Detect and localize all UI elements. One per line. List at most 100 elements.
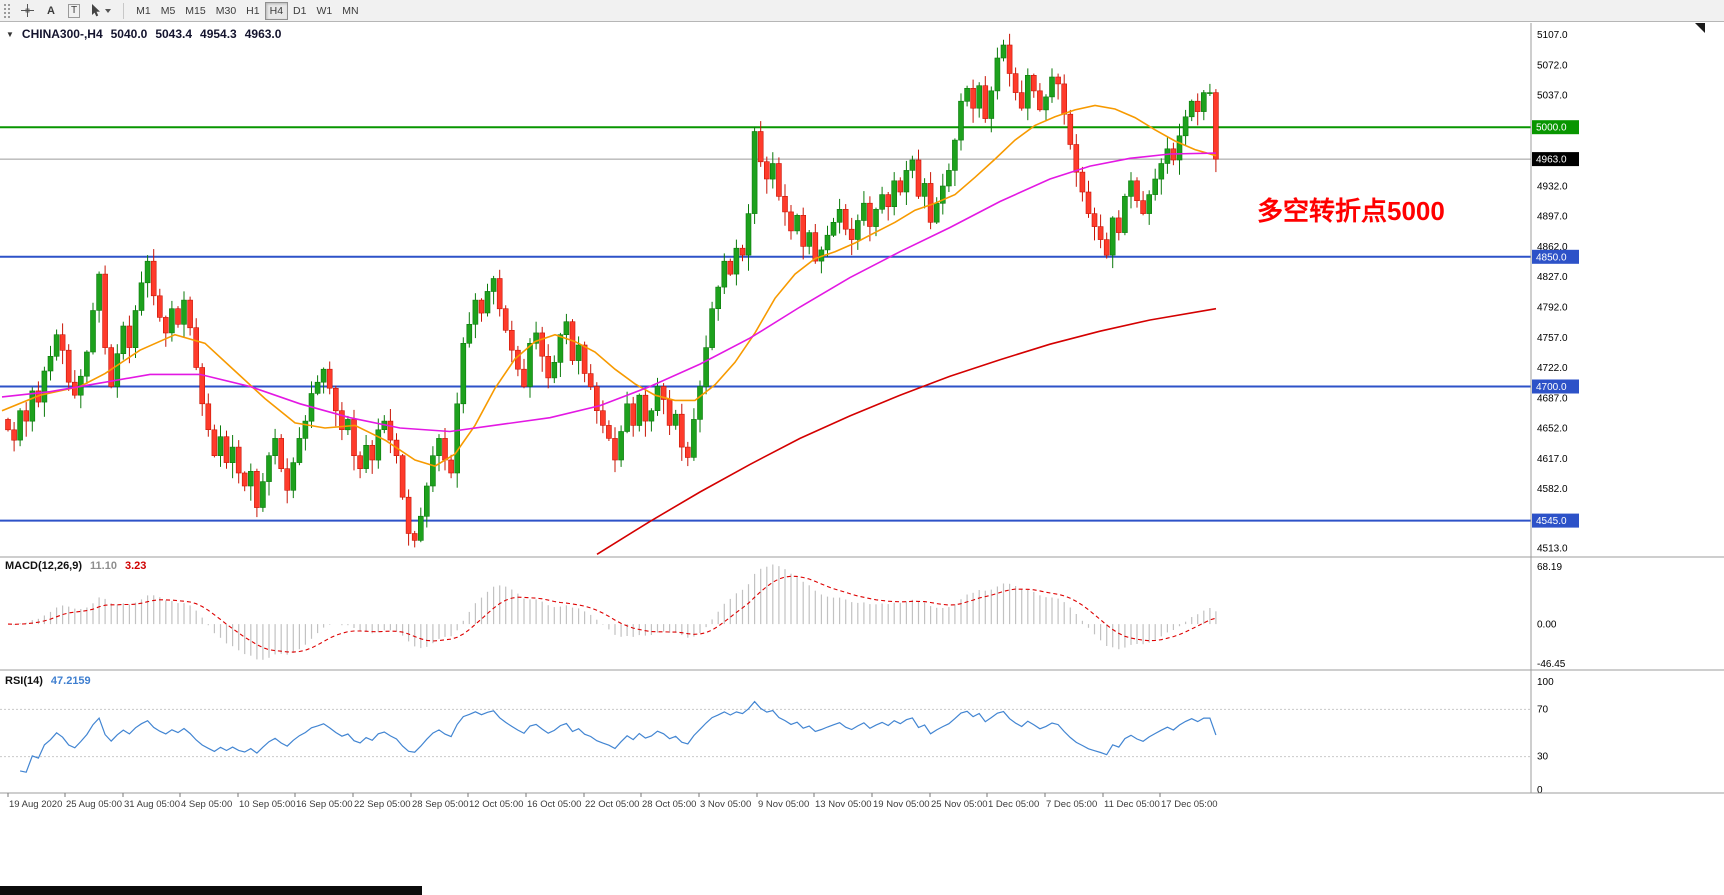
timeframe-button-m5[interactable]: M5 bbox=[156, 2, 181, 20]
text-t-label: T bbox=[68, 3, 81, 18]
time-label: 9 Nov 05:00 bbox=[758, 799, 809, 810]
price-label: 4582.0 bbox=[1537, 484, 1568, 495]
price-label: 4792.0 bbox=[1537, 303, 1568, 314]
chevron-down-icon bbox=[105, 8, 112, 13]
time-label: 28 Oct 05:00 bbox=[642, 799, 696, 810]
time-axis: 19 Aug 2020 25 Aug 05:00 31 Aug 05:00 4 Sep… bbox=[7, 793, 1218, 810]
price-label: 4513.0 bbox=[1537, 544, 1568, 555]
rsi-name: RSI(14) bbox=[5, 675, 43, 687]
timeframe-button-d1[interactable]: D1 bbox=[288, 2, 311, 20]
scroll-to-end-marker[interactable] bbox=[1695, 23, 1705, 33]
timeframe-button-mn[interactable]: MN bbox=[337, 2, 363, 20]
macd-axis-label: 68.19 bbox=[1537, 562, 1562, 573]
price-badge-label: 4545.0 bbox=[1536, 516, 1567, 527]
macd-name: MACD(12,26,9) bbox=[5, 560, 83, 572]
price-label: 4722.0 bbox=[1537, 363, 1568, 374]
chart-annotation[interactable]: 多空转折点5000 bbox=[1257, 196, 1445, 226]
rsi-axis-label: 30 bbox=[1537, 752, 1549, 763]
price-label: 4827.0 bbox=[1537, 272, 1568, 283]
price-badge-label: 4963.0 bbox=[1536, 155, 1567, 166]
rsi-axis-label: 0 bbox=[1537, 785, 1543, 796]
ma-slow-red bbox=[596, 307, 1217, 555]
arrow-text-tool-button[interactable]: A bbox=[40, 2, 62, 20]
time-label: 10 Sep 05:00 bbox=[239, 799, 296, 810]
time-label: 12 Oct 05:00 bbox=[469, 799, 523, 810]
timeframe-button-w1[interactable]: W1 bbox=[311, 2, 337, 20]
price-badge bbox=[1532, 249, 1579, 264]
rsi-axis-label: 100 bbox=[1537, 677, 1554, 688]
chart-ohlc-header: ▼ CHINA300-,H4 5040.0 5043.4 4954.3 4963… bbox=[6, 27, 281, 41]
time-label: 3 Nov 05:00 bbox=[700, 799, 751, 810]
price-badge-label: 4850.0 bbox=[1536, 252, 1567, 263]
time-label: 7 Dec 05:00 bbox=[1046, 799, 1097, 810]
rsi-line bbox=[19, 700, 1217, 773]
time-label: 4 Sep 05:00 bbox=[181, 799, 232, 810]
top-toolbar: A T M1 M5 M15 M30 H1 H4 D1 W1 MN bbox=[0, 0, 1724, 22]
price-label: 4617.0 bbox=[1537, 454, 1568, 465]
symbol-period-label: CHINA300-,H4 bbox=[21, 27, 103, 41]
timeframe-button-m30[interactable]: M30 bbox=[211, 2, 241, 20]
price-label: 4757.0 bbox=[1537, 333, 1568, 344]
high-value: 5043.4 bbox=[155, 27, 193, 41]
macd-signal-value: 3.23 bbox=[124, 560, 147, 572]
price-label: 5072.0 bbox=[1537, 60, 1568, 71]
time-label: 22 Sep 05:00 bbox=[354, 799, 411, 810]
macd-axis: 68.19 0.00 -46.45 bbox=[1537, 562, 1566, 670]
time-label: 13 Nov 05:00 bbox=[815, 799, 872, 810]
toolbar-drag-handle-icon[interactable] bbox=[4, 3, 10, 18]
time-label: 1 Dec 05:00 bbox=[988, 799, 1039, 810]
price-label: 4932.0 bbox=[1537, 182, 1568, 193]
time-label: 19 Aug 2020 bbox=[9, 799, 62, 810]
rsi-axis: 100 70 30 0 bbox=[1537, 677, 1554, 796]
macd-histogram bbox=[13, 564, 1217, 660]
rsi-axis-label: 70 bbox=[1537, 704, 1549, 715]
time-label: 22 Oct 05:00 bbox=[585, 799, 639, 810]
price-badge-label: 4700.0 bbox=[1536, 382, 1567, 393]
timeframe-group: M1 M5 M15 M30 H1 H4 D1 W1 MN bbox=[131, 1, 363, 20]
macd-axis-label: 0.00 bbox=[1537, 620, 1557, 631]
price-badge bbox=[1532, 152, 1579, 167]
timeframe-button-h1[interactable]: H1 bbox=[241, 2, 264, 20]
price-label: 5037.0 bbox=[1537, 91, 1568, 102]
price-label: 4652.0 bbox=[1537, 424, 1568, 435]
ma-fast-orange bbox=[1, 104, 1217, 467]
price-badge bbox=[1532, 513, 1579, 528]
timeframe-button-m15[interactable]: M15 bbox=[180, 2, 210, 20]
time-label: 25 Aug 05:00 bbox=[66, 799, 122, 810]
hlines-layer bbox=[0, 126, 1531, 522]
text-label-tool-button[interactable]: T bbox=[63, 2, 85, 20]
ma-mid-magenta bbox=[1, 152, 1217, 433]
low-value: 4954.3 bbox=[200, 27, 237, 41]
time-label: 17 Dec 05:00 bbox=[1161, 799, 1218, 810]
cursor-tool-button[interactable] bbox=[86, 2, 116, 20]
time-label: 19 Nov 05:00 bbox=[873, 799, 930, 810]
symbol-collapse-icon[interactable]: ▼ bbox=[6, 29, 14, 39]
price-label: 4687.0 bbox=[1537, 393, 1568, 404]
text-a-label: A bbox=[47, 4, 55, 17]
price-label: 5107.0 bbox=[1537, 30, 1568, 41]
price-label: 4897.0 bbox=[1537, 212, 1568, 223]
bottom-black-bar bbox=[0, 886, 422, 895]
price-axis: 5107.0 5072.0 5037.0 4932.0 4897.0 4862.0 4827… bbox=[1532, 30, 1579, 555]
price-badge bbox=[1532, 379, 1579, 394]
cursor-arrow-icon bbox=[92, 4, 101, 17]
toolbar-separator bbox=[123, 2, 125, 19]
macd-signal-line bbox=[7, 575, 1217, 653]
rsi-label: RSI(14) 47.2159 bbox=[5, 675, 91, 687]
time-label: 11 Dec 05:00 bbox=[1104, 799, 1160, 810]
price-badge bbox=[1532, 120, 1579, 135]
crosshair-tool-button[interactable] bbox=[16, 2, 39, 20]
time-label: 28 Sep 05:00 bbox=[412, 799, 469, 810]
time-label: 16 Sep 05:00 bbox=[296, 799, 353, 810]
time-label: 31 Aug 05:00 bbox=[124, 799, 180, 810]
candles-layer bbox=[5, 33, 1219, 548]
timeframe-button-h4[interactable]: H4 bbox=[264, 1, 289, 20]
time-label: 25 Nov 05:00 bbox=[931, 799, 988, 810]
crosshair-icon bbox=[21, 4, 34, 17]
price-label: 4862.0 bbox=[1537, 242, 1568, 253]
time-label: 16 Oct 05:00 bbox=[527, 799, 581, 810]
price-badge-label: 5000.0 bbox=[1536, 123, 1567, 134]
timeframe-button-m1[interactable]: M1 bbox=[131, 2, 156, 20]
macd-main-value: 11.10 bbox=[90, 560, 117, 572]
